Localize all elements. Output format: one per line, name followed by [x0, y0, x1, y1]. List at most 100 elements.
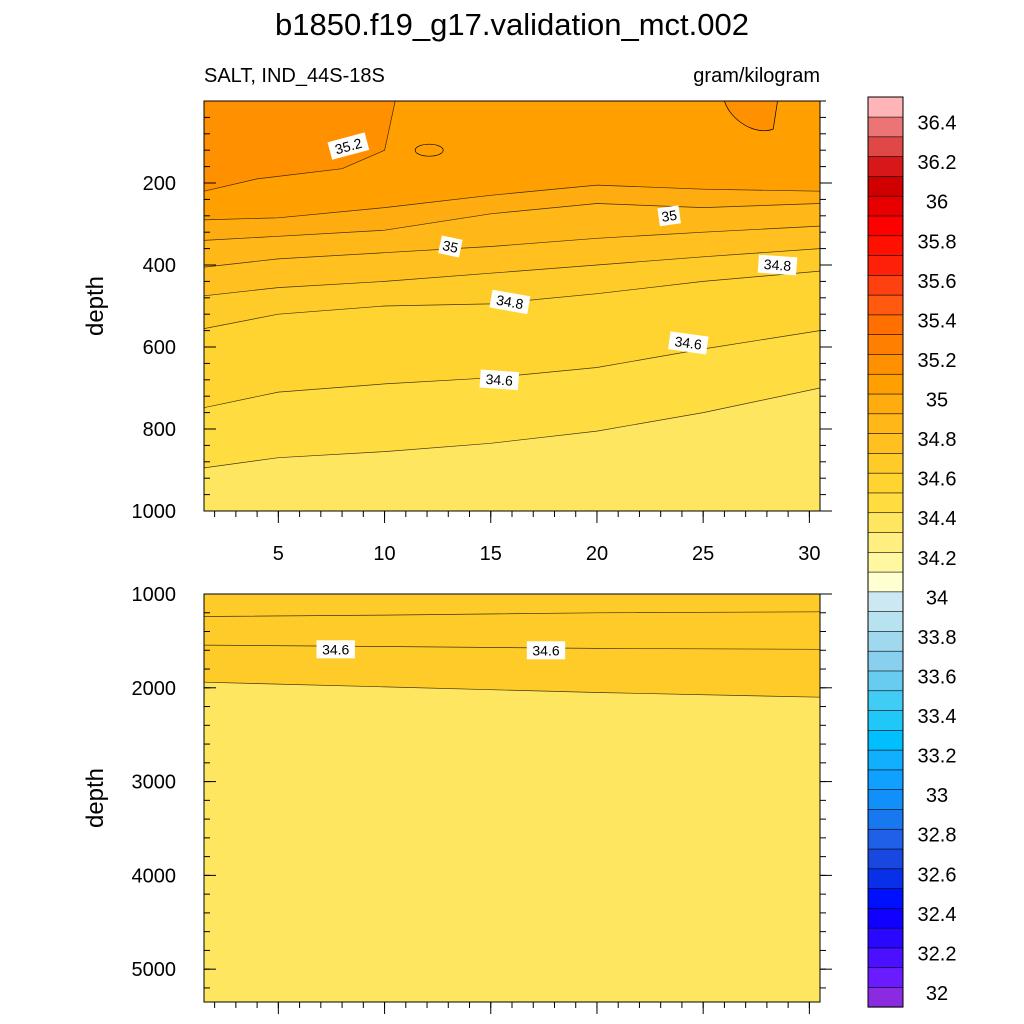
upper-panel: 35.2 35 35 34.8 34.8 34.6 34.6 200 400 600 800 1000… [82, 100, 832, 565]
colorbar-swatch [867, 531, 904, 553]
colorbar-frame [867, 96, 904, 1008]
contour-line-34-9 [204, 225, 820, 268]
colorbar-swatch [867, 373, 904, 395]
contour-label-text: 34.6 [485, 371, 514, 389]
colorbar-label: 36.2 [918, 152, 957, 174]
contour-label: 35 [657, 205, 681, 227]
colorbar-swatch [867, 986, 904, 1008]
contour-label-text: 34.8 [495, 292, 525, 313]
upper-ylabel: depth [82, 276, 109, 336]
colorbar-label: 36.4 [918, 113, 957, 135]
colorbar-swatch [867, 274, 904, 296]
colorbar-swatch [867, 571, 904, 593]
colorbar-swatch [867, 452, 904, 474]
y-tick-label: 800 [143, 419, 176, 441]
lower-plot-area: 34.6 34.6 [204, 594, 820, 1002]
colorbar-swatch [867, 611, 904, 632]
colorbar-swatch [867, 492, 904, 514]
colorbar-label: 36 [926, 192, 948, 214]
colorbar-swatch [867, 729, 904, 751]
colorbar-label: 32.2 [918, 943, 957, 965]
contour-fill-34-7 [204, 594, 820, 698]
contour-label: 34.8 [757, 254, 798, 276]
x-tick-label: 25 [692, 543, 714, 565]
colorbar-swatch [867, 294, 904, 316]
colorbar-swatch [867, 947, 904, 969]
colorbar-swatch [867, 828, 904, 850]
y-tick-label: 1000 [132, 501, 177, 523]
contour-label: 35.2 [327, 132, 370, 160]
contour-label: 34.8 [489, 289, 531, 315]
chart-title: b1850.f19_g17.validation_mct.002 [275, 7, 749, 42]
colorbar-label: 35.2 [918, 350, 957, 372]
y-tick-label: 5000 [132, 959, 177, 981]
colorbar-label: 35.8 [918, 231, 957, 253]
colorbar-swatch [867, 353, 904, 375]
colorbar-swatch [867, 156, 904, 177]
contour-patch-right [724, 101, 778, 131]
y-tick-label: 200 [143, 173, 176, 195]
x-tick-label: 20 [586, 543, 608, 565]
colorbar-label: 32 [926, 983, 948, 1005]
colorbar-swatch [867, 334, 904, 355]
x-tick-label: 10 [373, 543, 395, 565]
contour-line-35 [204, 203, 820, 241]
colorbar-swatch [867, 254, 904, 276]
colorbar-swatch [867, 116, 904, 138]
contour-label-text: 35.2 [333, 135, 364, 158]
contour-line-34-8 [204, 248, 820, 297]
colorbar-swatch [867, 670, 904, 692]
colorbar-swatch [867, 887, 904, 909]
contour-island [414, 143, 444, 157]
contour-label: 34.6 [526, 641, 566, 660]
colorbar-label: 34.8 [918, 429, 957, 451]
colorbar-label: 35.6 [918, 271, 957, 293]
colorbar-label: 32.8 [918, 825, 957, 847]
y-tick-label: 400 [143, 255, 176, 277]
y-tick-label: 4000 [132, 865, 177, 887]
contour-line-35-1 [204, 184, 820, 221]
colorbar-swatch [867, 709, 904, 731]
x-tick-label: 30 [798, 543, 820, 565]
contour-label: 35 [438, 235, 463, 258]
contour-label-text: 34.6 [674, 333, 703, 353]
colorbar-swatch [867, 215, 904, 237]
colorbar-label: 33.4 [918, 706, 957, 728]
colorbar-swatch [867, 432, 904, 454]
colorbar-label: 35.4 [918, 310, 957, 332]
colorbar-label: 33.6 [918, 667, 957, 689]
contour-line-34-5 [204, 387, 820, 469]
colorbar-swatch [867, 749, 904, 771]
colorbar-swatch [867, 927, 904, 949]
upper-plot-area: 35.2 35 35 34.8 34.8 34.6 34.6 [204, 101, 820, 511]
colorbar-swatch [867, 393, 904, 415]
colorbar-swatch [867, 967, 904, 988]
colorbar-swatch [867, 512, 904, 533]
colorbar-swatch [867, 789, 904, 810]
colorbar-swatch [867, 630, 904, 652]
colorbar-swatch [867, 413, 904, 434]
contour-label-text: 34.6 [322, 641, 349, 657]
y-tick-label: 600 [143, 337, 176, 359]
colorbar-label: 34.6 [918, 469, 957, 491]
colorbar-label: 35 [926, 390, 948, 412]
colorbar-swatch [867, 314, 904, 335]
contour-label-text: 35 [441, 237, 460, 256]
colorbar-swatch [867, 591, 904, 612]
colorbar-label: 33.8 [918, 627, 957, 649]
colorbar-swatch [867, 175, 904, 197]
contour-label-text: 34.6 [532, 642, 559, 658]
colorbar-swatch [867, 136, 904, 157]
contour-line-34-6 [204, 644, 820, 650]
colorbar-swatch [867, 195, 904, 217]
variable-label: SALT, IND_44S-18S [204, 65, 385, 87]
lower-panel: 34.6 34.6 1000 2000 3000 4000 5000 depth [82, 584, 832, 1014]
colorbar-swatch [867, 650, 904, 672]
colorbar-swatch [867, 690, 904, 711]
contour-fill-35-2 [204, 101, 396, 192]
contour-line-34-5 [204, 611, 820, 617]
x-tick-label: 5 [273, 543, 284, 565]
contour-label-text: 35 [660, 207, 678, 225]
y-tick-label: 1000 [132, 584, 177, 606]
colorbar-label: 32.4 [918, 904, 957, 926]
